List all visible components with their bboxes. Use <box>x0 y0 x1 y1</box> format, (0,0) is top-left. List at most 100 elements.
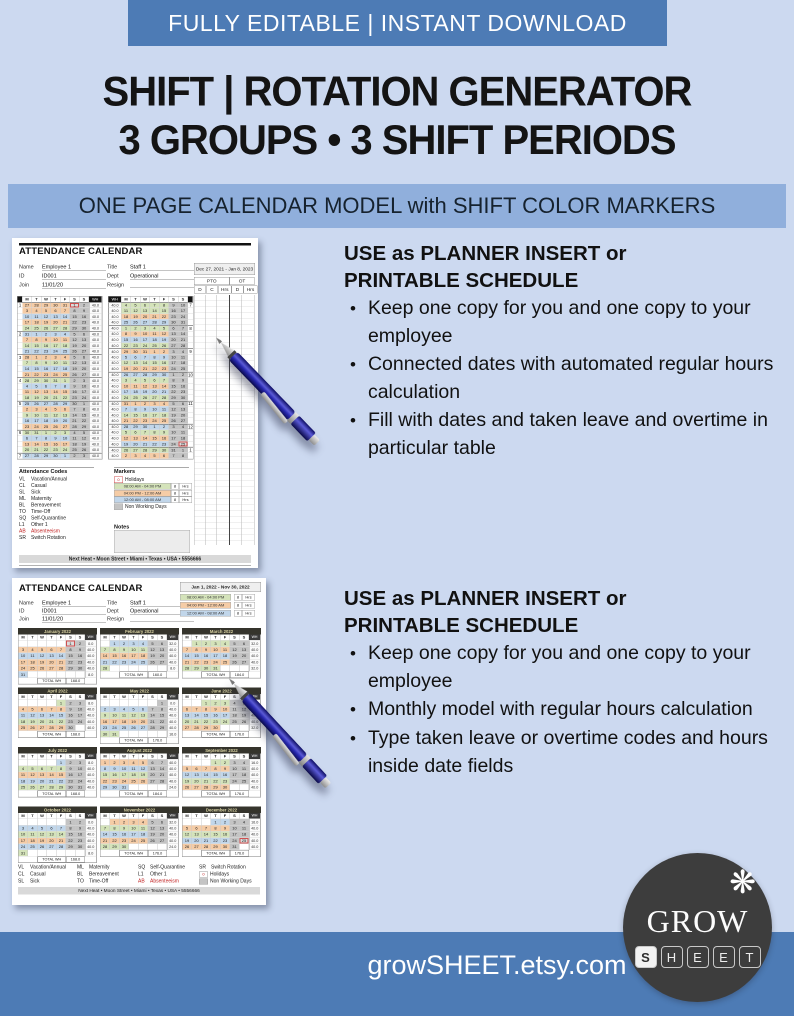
day-cell: 12 <box>121 360 131 367</box>
day-cell: 7 <box>56 646 66 654</box>
day-cell: 14 <box>201 772 211 779</box>
day-cell: 10 <box>230 765 240 773</box>
day-cell: 22 <box>66 659 76 666</box>
weekly-hours-cell: 16.0 <box>249 819 261 826</box>
day-cell <box>182 640 192 647</box>
day-cell: 11 <box>178 429 188 436</box>
day-cell: 19 <box>230 653 240 660</box>
weekly-hours-cell: 40.0 <box>89 348 102 355</box>
day-cell: 14 <box>51 389 61 396</box>
day-cell: 20 <box>157 831 167 838</box>
day-cell: 20 <box>192 837 202 844</box>
day-cell <box>129 843 139 851</box>
day-header: S <box>230 813 240 820</box>
day-cell: 13 <box>150 383 160 390</box>
day-cell: 3 <box>150 400 160 407</box>
day-cell: 13 <box>140 308 150 314</box>
day-cell: 9 <box>51 435 61 442</box>
month-title: November 2022 <box>100 806 179 813</box>
weekly-hours-cell: 40.0 <box>108 302 122 309</box>
day-cell: 5 <box>129 706 139 713</box>
pto-ot-subrow: D C Hrs D Hrs <box>194 285 258 294</box>
day-cell: 30 <box>51 302 61 309</box>
code: BL <box>77 871 84 878</box>
day-header: F <box>138 753 148 760</box>
day-cell: 18 <box>22 395 32 401</box>
wh-blank <box>85 677 97 685</box>
day-cell <box>110 665 120 672</box>
day-cell: 22 <box>41 447 51 454</box>
code: TO <box>19 509 26 515</box>
code: SR <box>199 864 206 871</box>
day-cell: 26 <box>70 371 80 378</box>
weekly-hours-cell: 32.0 <box>167 819 179 826</box>
total-label: TOTAL WH <box>119 790 148 797</box>
day-cell: 5 <box>182 765 192 773</box>
attendance-code-row: VL Vacation/Annual <box>19 476 67 483</box>
day-cell: 21 <box>157 772 167 779</box>
day-cell: 11 <box>230 706 240 713</box>
day-cell: 28 <box>47 724 57 732</box>
day-cell: 29 <box>79 424 89 430</box>
day-cell: 14 <box>178 331 188 338</box>
month-marker <box>17 337 23 343</box>
day-cell: 12 <box>70 360 80 367</box>
day-cell: 6 <box>239 640 249 647</box>
day-cell: 6 <box>182 706 192 713</box>
calendar1-footer: Next Heat • Moon Street • Miami • Texas … <box>19 555 251 563</box>
weekly-hours-cell: 40.0 <box>249 778 261 785</box>
day-cell: 16 <box>140 412 150 419</box>
day-cell: 25 <box>178 441 188 448</box>
day-cell: 24 <box>121 395 131 401</box>
hours-unit: Hrs <box>179 489 192 497</box>
day-cell: 31 <box>119 784 129 791</box>
weekly-hours-cell: 40.0 <box>108 348 122 355</box>
day-cell: 20 <box>79 366 89 372</box>
day-cell: 20 <box>51 319 61 326</box>
day-header: T <box>192 813 202 820</box>
day-header: M <box>182 634 192 641</box>
month-block: January 2022 M T W T F S S WH 1 2 0.0 3 4 5 6 7 8 9 40.0 10 1… <box>18 628 97 688</box>
day-cell: 29 <box>169 395 179 401</box>
day-cell: 21 <box>47 718 57 725</box>
day-cell: 10 <box>79 383 89 390</box>
markers-title: Markers <box>114 467 189 475</box>
day-cell: 14 <box>100 831 110 838</box>
day-cell: 14 <box>157 765 167 773</box>
day-cell: 5 <box>148 819 158 826</box>
info-label: Join <box>19 616 30 622</box>
month-block: November 2022 M T W T F S S WH 1 2 3 4 5 6 32.0 7 8 9 10 11 1… <box>100 806 179 867</box>
month-marker <box>188 435 193 442</box>
total-value: 184.0 <box>148 790 167 797</box>
day-header: T <box>51 296 61 303</box>
day-cell: 15 <box>159 308 169 314</box>
month-title: July 2022 <box>18 747 97 754</box>
day-cell: 1 <box>201 700 211 707</box>
day-cell: 7 <box>148 706 158 713</box>
day-cell <box>239 724 249 732</box>
weekly-hours-cell: 40.0 <box>249 825 261 832</box>
day-cell: 18 <box>32 319 42 326</box>
day-cell: 11 <box>239 765 249 773</box>
day-cell: 22 <box>201 718 211 725</box>
day-cell: 22 <box>150 366 160 372</box>
weekly-hours-cell: 40.0 <box>249 831 261 838</box>
day-cell: 7 <box>100 825 110 832</box>
day-cell: 2 <box>70 453 80 459</box>
day-header: T <box>28 753 38 760</box>
day-cell: 9 <box>75 825 85 832</box>
day-cell <box>37 671 47 678</box>
day-cell <box>157 665 167 672</box>
info-value <box>130 282 194 288</box>
day-cell: 20 <box>140 313 150 320</box>
day-cell: 7 <box>56 825 66 832</box>
weekly-hours-cell: 40.0 <box>89 400 102 407</box>
day-cell: 21 <box>32 447 42 454</box>
col-header: D <box>194 285 206 294</box>
divider <box>19 565 251 566</box>
day-cell: 25 <box>32 325 42 332</box>
table-column <box>230 295 242 545</box>
day-cell: 4 <box>70 429 80 436</box>
shift-swatch: 04:00 PM - 12:00 AM <box>114 489 171 497</box>
day-cell: 20 <box>60 418 70 425</box>
